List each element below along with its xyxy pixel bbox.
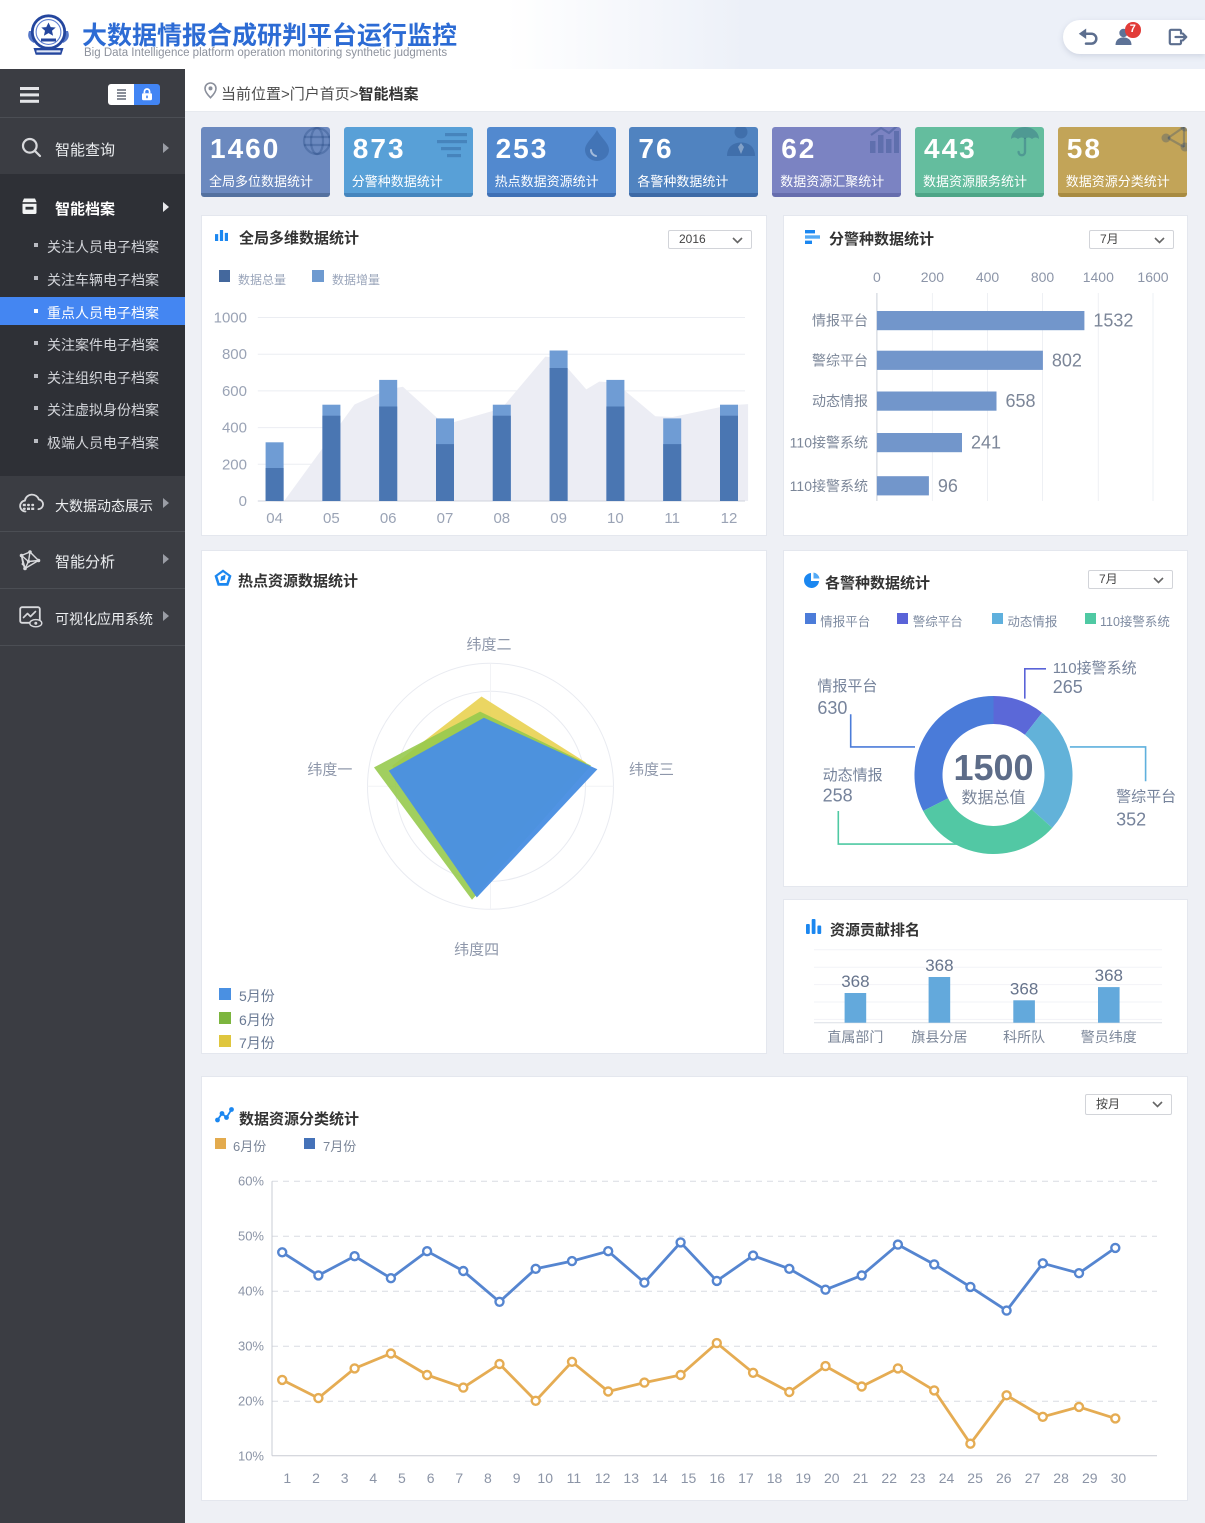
- svg-text:情报平台: 情报平台: [812, 313, 868, 329]
- svg-text:07: 07: [437, 510, 454, 527]
- svg-text:400: 400: [222, 420, 247, 437]
- svg-text:04: 04: [266, 510, 283, 527]
- svg-text:动态情报: 动态情报: [823, 767, 883, 784]
- svg-text:18: 18: [767, 1470, 783, 1486]
- svg-text:1: 1: [283, 1470, 291, 1486]
- svg-text:1500: 1500: [953, 747, 1033, 788]
- svg-text:368: 368: [841, 972, 869, 991]
- svg-text:23: 23: [910, 1470, 926, 1486]
- svg-text:4: 4: [369, 1470, 377, 1486]
- svg-text:800: 800: [222, 346, 247, 363]
- svg-text:60%: 60%: [238, 1173, 264, 1188]
- svg-text:400: 400: [976, 269, 1000, 285]
- svg-text:1000: 1000: [214, 310, 247, 327]
- svg-text:纬度四: 纬度四: [454, 941, 499, 958]
- svg-text:09: 09: [550, 510, 567, 527]
- svg-text:110接警系统: 110接警系统: [1053, 660, 1137, 677]
- svg-text:警员纬度: 警员纬度: [1081, 1029, 1137, 1045]
- svg-text:22: 22: [881, 1470, 897, 1486]
- svg-text:科所队: 科所队: [1003, 1029, 1045, 1045]
- svg-text:110接警系统: 110接警系统: [790, 435, 868, 451]
- svg-text:29: 29: [1082, 1470, 1098, 1486]
- svg-text:15: 15: [681, 1470, 697, 1486]
- svg-text:20%: 20%: [238, 1393, 264, 1408]
- svg-text:3: 3: [341, 1470, 349, 1486]
- svg-text:368: 368: [1010, 979, 1038, 998]
- svg-text:630: 630: [817, 698, 847, 718]
- svg-text:1532: 1532: [1093, 311, 1133, 331]
- svg-text:14: 14: [652, 1470, 668, 1486]
- svg-text:200: 200: [921, 269, 945, 285]
- svg-text:7: 7: [455, 1470, 463, 1486]
- svg-text:05: 05: [323, 510, 340, 527]
- svg-text:8: 8: [484, 1470, 492, 1486]
- svg-text:08: 08: [493, 510, 510, 527]
- svg-text:9: 9: [513, 1470, 521, 1486]
- svg-text:200: 200: [222, 456, 247, 473]
- svg-text:241: 241: [971, 433, 1001, 453]
- svg-text:11: 11: [567, 1470, 582, 1486]
- svg-text:10: 10: [537, 1470, 553, 1486]
- svg-text:动态情报: 动态情报: [812, 393, 868, 409]
- svg-text:13: 13: [623, 1470, 639, 1486]
- svg-text:50%: 50%: [238, 1228, 264, 1243]
- svg-text:12: 12: [721, 510, 738, 527]
- svg-text:368: 368: [1095, 966, 1123, 985]
- svg-text:27: 27: [1025, 1470, 1041, 1486]
- svg-text:1400: 1400: [1083, 269, 1114, 285]
- svg-text:11: 11: [664, 510, 680, 527]
- svg-text:20: 20: [824, 1470, 840, 1486]
- svg-text:直属部门: 直属部门: [827, 1029, 883, 1045]
- svg-text:19: 19: [795, 1470, 811, 1486]
- svg-text:06: 06: [380, 510, 397, 527]
- svg-text:40%: 40%: [238, 1283, 264, 1298]
- svg-text:30%: 30%: [238, 1338, 264, 1353]
- svg-text:110接警系统: 110接警系统: [790, 478, 868, 494]
- svg-text:旗县分居: 旗县分居: [911, 1029, 967, 1045]
- svg-text:96: 96: [938, 476, 958, 496]
- svg-text:情报平台: 情报平台: [817, 678, 877, 695]
- svg-text:802: 802: [1052, 350, 1082, 370]
- svg-text:1600: 1600: [1137, 269, 1168, 285]
- svg-text:368: 368: [925, 956, 953, 975]
- svg-text:600: 600: [222, 383, 247, 400]
- svg-text:数据总值: 数据总值: [961, 789, 1025, 807]
- svg-text:26: 26: [996, 1470, 1012, 1486]
- svg-text:16: 16: [709, 1470, 725, 1486]
- svg-text:5: 5: [398, 1470, 406, 1486]
- svg-text:10: 10: [607, 510, 624, 527]
- svg-text:24: 24: [939, 1470, 955, 1486]
- svg-text:658: 658: [1006, 391, 1036, 411]
- svg-text:21: 21: [853, 1470, 869, 1486]
- svg-text:警综平台: 警综平台: [1116, 789, 1176, 806]
- svg-text:0: 0: [873, 269, 881, 285]
- svg-text:25: 25: [967, 1470, 983, 1486]
- svg-text:352: 352: [1116, 810, 1146, 830]
- svg-text:纬度二: 纬度二: [466, 637, 511, 654]
- svg-text:800: 800: [1031, 269, 1055, 285]
- svg-text:警综平台: 警综平台: [812, 352, 868, 368]
- svg-text:265: 265: [1053, 677, 1083, 697]
- svg-text:12: 12: [595, 1470, 611, 1486]
- svg-text:2: 2: [312, 1470, 320, 1486]
- svg-text:10%: 10%: [238, 1448, 264, 1463]
- svg-text:纬度三: 纬度三: [629, 761, 674, 778]
- svg-text:6: 6: [427, 1470, 435, 1486]
- svg-text:30: 30: [1111, 1470, 1127, 1486]
- svg-text:纬度一: 纬度一: [307, 761, 352, 778]
- svg-text:17: 17: [738, 1470, 754, 1486]
- svg-text:28: 28: [1053, 1470, 1069, 1486]
- svg-text:0: 0: [239, 493, 247, 510]
- svg-text:258: 258: [823, 786, 853, 806]
